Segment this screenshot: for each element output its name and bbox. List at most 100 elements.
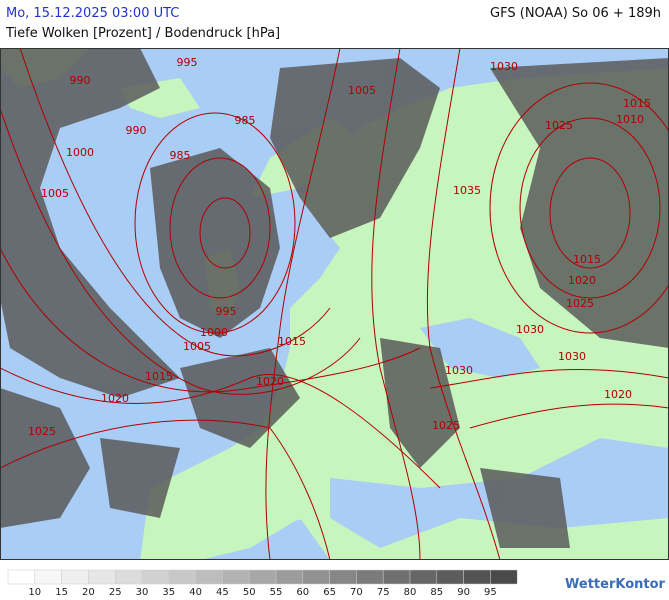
isobar-label: 1030	[516, 323, 544, 336]
isobar	[19, 48, 331, 357]
legend-swatch	[356, 569, 384, 585]
cloud-area	[490, 58, 669, 348]
isobar-label: 995	[216, 305, 237, 318]
legend-swatch	[141, 569, 170, 585]
legend-swatch	[7, 569, 36, 585]
legend-label: 85	[430, 587, 443, 598]
isobar-label: 1015	[623, 97, 651, 110]
legend-swatch	[114, 569, 143, 585]
isobar	[489, 82, 669, 334]
isobar-label: 1020	[101, 392, 129, 405]
legend-label: 55	[270, 587, 283, 598]
isobar	[0, 247, 421, 393]
isobar	[169, 157, 271, 299]
isobar-label: 1015	[278, 335, 306, 348]
isobar-label: 1035	[453, 184, 481, 197]
isobar-label: 1030	[445, 364, 473, 377]
legend-swatch	[222, 569, 250, 585]
legend-label: 60	[296, 587, 309, 598]
isobar-label: 1000	[66, 146, 94, 159]
legend-label: 40	[189, 587, 202, 598]
legend-label: 10	[28, 587, 41, 598]
isobar-label: 1010	[616, 113, 644, 126]
legend: 10 15 20 25 30 35 40 45 50 55 60 65 70 75 80 85 90 95 Wett…	[7, 569, 666, 598]
cloud-area	[380, 338, 460, 468]
isobar	[426, 48, 501, 560]
cloud-area	[0, 388, 90, 528]
legend-label: 35	[162, 587, 175, 598]
isobar-label: 1000	[200, 326, 228, 339]
legend-swatch	[195, 569, 223, 585]
legend-label: 75	[377, 587, 390, 598]
model-run: GFS (NOAA) So 06 + 189h	[490, 6, 661, 21]
isobar-label: 990	[126, 124, 147, 137]
isobar-label: 1025	[432, 419, 460, 432]
legend-swatch	[409, 569, 438, 585]
legend-swatch	[248, 569, 277, 585]
subtitle: Tiefe Wolken [Prozent] / Bodendruck [hPa…	[6, 26, 281, 41]
isobar-label: 1015	[573, 253, 601, 266]
cloud-area	[270, 58, 440, 238]
isobar-label: 1020	[568, 274, 596, 287]
isobar	[0, 419, 331, 560]
cloud-area	[480, 468, 570, 548]
legend-swatch	[382, 569, 411, 585]
isobar-label: 1005	[348, 84, 376, 97]
isobar	[371, 48, 421, 560]
isobar-label: 1025	[566, 297, 594, 310]
legend-swatch	[61, 569, 89, 585]
isobar-label: 1020	[256, 375, 284, 388]
legend-label: 45	[216, 587, 229, 598]
legend-label: 20	[82, 587, 95, 598]
isobar	[199, 197, 251, 269]
isobar-label: 1005	[183, 340, 211, 353]
isobar-label: 1025	[545, 119, 573, 132]
legend-swatch	[436, 569, 464, 585]
legend-label: 95	[484, 587, 497, 598]
legend-label: 70	[350, 587, 363, 598]
datetime: Mo, 15.12.2025 03:00 UTC	[6, 6, 180, 21]
legend-swatch	[463, 569, 491, 585]
isobar-label: 1020	[604, 388, 632, 401]
isobar-label: 985	[235, 114, 256, 127]
legend-swatch	[34, 569, 62, 585]
legend-swatch	[275, 569, 304, 585]
legend-swatch	[490, 569, 518, 585]
legend-label: 15	[55, 587, 68, 598]
isobar	[519, 117, 661, 299]
cloud-area	[0, 48, 180, 398]
isobar	[265, 48, 341, 560]
isobar	[469, 403, 669, 429]
legend-label: 50	[243, 587, 256, 598]
legend-label: 25	[109, 587, 122, 598]
isobar-label: 995	[177, 56, 198, 69]
legend-swatch	[88, 569, 116, 585]
isobar-label: 1025	[28, 425, 56, 438]
cloud-area	[150, 148, 280, 338]
legend-label: 90	[457, 587, 470, 598]
isobar	[429, 368, 669, 389]
isobar	[134, 112, 296, 334]
clouds	[0, 48, 669, 548]
cloud-area	[180, 348, 300, 448]
black-sea	[420, 318, 540, 378]
isobar	[0, 107, 361, 395]
isobar-label: 1030	[558, 350, 586, 363]
legend-label: 65	[323, 587, 336, 598]
isobar	[0, 367, 441, 489]
legend-swatch	[302, 569, 330, 585]
legend-label: 30	[136, 587, 149, 598]
isobar	[549, 157, 631, 269]
isobar-label: 985	[170, 149, 191, 162]
legend-swatch	[168, 569, 196, 585]
logo: WetterKontor	[565, 577, 666, 592]
legend-swatch	[329, 569, 357, 585]
isobar-label: 1015	[145, 370, 173, 383]
legend-label: 80	[404, 587, 417, 598]
isobar-label: 1005	[41, 187, 69, 200]
isobar-label: 990	[70, 74, 91, 87]
cloud-area	[100, 438, 180, 518]
